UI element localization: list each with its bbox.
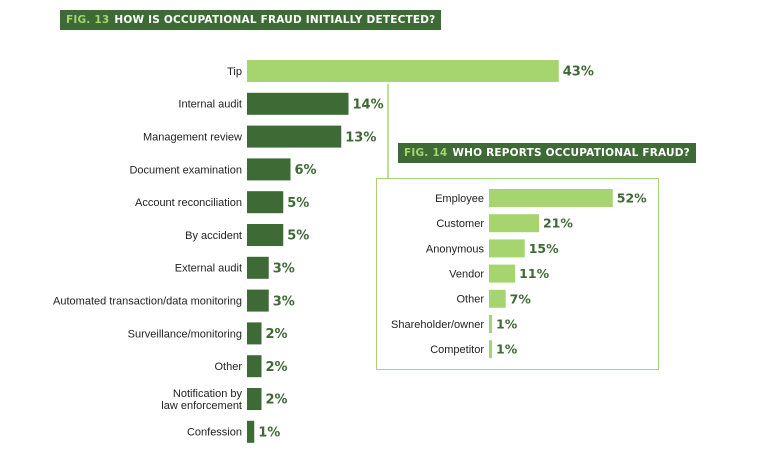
inset-chart-bar — [489, 264, 516, 283]
inset-chart-value-label: 1% — [496, 317, 518, 332]
main-chart-value-label: 2% — [266, 360, 288, 375]
main-chart-value-label: 6% — [295, 163, 317, 178]
inset-chart-bar — [489, 214, 539, 233]
main-chart-fig-number: FIG. 13 — [66, 14, 110, 26]
main-chart-title: FIG. 13 HOW IS OCCUPATIONAL FRAUD INITIAL… — [60, 10, 442, 30]
main-chart-category-label: Document examination — [129, 164, 242, 176]
inset-chart-bar — [489, 239, 525, 258]
main-chart-category-label: Other — [214, 361, 242, 373]
main-chart-bar — [247, 420, 255, 443]
main-chart-value-label: 14% — [353, 97, 384, 112]
main-chart-value-label: 5% — [287, 196, 309, 211]
inset-chart-bar — [489, 289, 506, 308]
main-chart-category-label: Notification by law enforcement — [161, 388, 242, 412]
main-chart-category-label: External audit — [175, 263, 242, 275]
main-chart-bar — [247, 289, 269, 312]
main-chart-category-label: Account reconciliation — [135, 197, 242, 209]
inset-chart-bar — [489, 189, 613, 207]
main-chart-bar — [247, 158, 291, 181]
main-chart-value-label: 2% — [266, 327, 288, 342]
main-chart-bar — [247, 224, 284, 246]
inset-chart-category-label: Shareholder/owner — [391, 319, 484, 331]
main-chart-category-label: Confession — [187, 427, 242, 439]
inset-chart-bar — [489, 315, 492, 333]
inset-chart-bars: Employee 52% Customer 21% Anonymous 15% Vendor… — [391, 189, 647, 359]
inset-chart-category-label: Other — [456, 294, 484, 306]
inset-chart-value-label: 1% — [496, 342, 518, 357]
main-chart-value-label: 3% — [273, 294, 295, 309]
main-chart-category-label: Internal audit — [178, 99, 242, 111]
main-chart-category-label: Surveillance/monitoring — [128, 328, 242, 340]
main-chart-bar — [247, 60, 559, 82]
main-chart-category-label: Automated transaction/data monitoring — [53, 295, 242, 307]
inset-chart-title: FIG. 14 WHO REPORTS OCCUPATIONAL FRAUD? — [398, 143, 696, 163]
main-chart-category-label: Tip — [227, 66, 242, 78]
main-chart-value-label: 13% — [345, 130, 376, 145]
main-chart-bar — [247, 355, 262, 378]
inset-chart-value-label: 11% — [519, 266, 549, 281]
main-chart-value-label: 43% — [563, 65, 594, 80]
main-chart-value-label: 2% — [266, 393, 288, 408]
inset-chart-value-label: 7% — [510, 291, 532, 306]
main-chart-bar — [247, 125, 342, 148]
main-chart-bar — [247, 191, 284, 214]
inset-chart-category-label: Employee — [435, 193, 484, 205]
main-chart-bar — [247, 256, 269, 279]
inset-chart-title-text: WHO REPORTS OCCUPATIONAL FRAUD? — [452, 147, 690, 159]
main-chart-bar — [247, 388, 262, 410]
main-chart-category-label: By accident — [185, 230, 242, 242]
inset-chart-fig-number: FIG. 14 — [404, 147, 448, 159]
inset-chart-value-label: 21% — [543, 216, 573, 231]
inset-chart-category-label: Competitor — [430, 344, 484, 356]
main-chart-value-label: 3% — [273, 261, 295, 276]
inset-chart-frame — [376, 178, 659, 370]
main-chart-bars: Tip 43% Internal audit 14% Management review… — [53, 60, 594, 443]
main-chart-category-label: Management review — [143, 131, 242, 143]
main-chart-title-text: HOW IS OCCUPATIONAL FRAUD INITIALLY DETE… — [114, 14, 436, 26]
inset-chart-category-label: Anonymous — [426, 243, 485, 255]
main-chart-bar — [247, 322, 262, 345]
main-chart-bar — [247, 92, 349, 115]
main-chart-value-label: 5% — [287, 229, 309, 244]
inset-chart-category-label: Vendor — [449, 268, 484, 280]
main-chart-value-label: 1% — [258, 425, 280, 440]
inset-chart-category-label: Customer — [436, 218, 484, 230]
inset-chart-value-label: 15% — [529, 241, 559, 256]
inset-chart-value-label: 52% — [617, 191, 647, 206]
inset-chart-bar — [489, 340, 492, 359]
